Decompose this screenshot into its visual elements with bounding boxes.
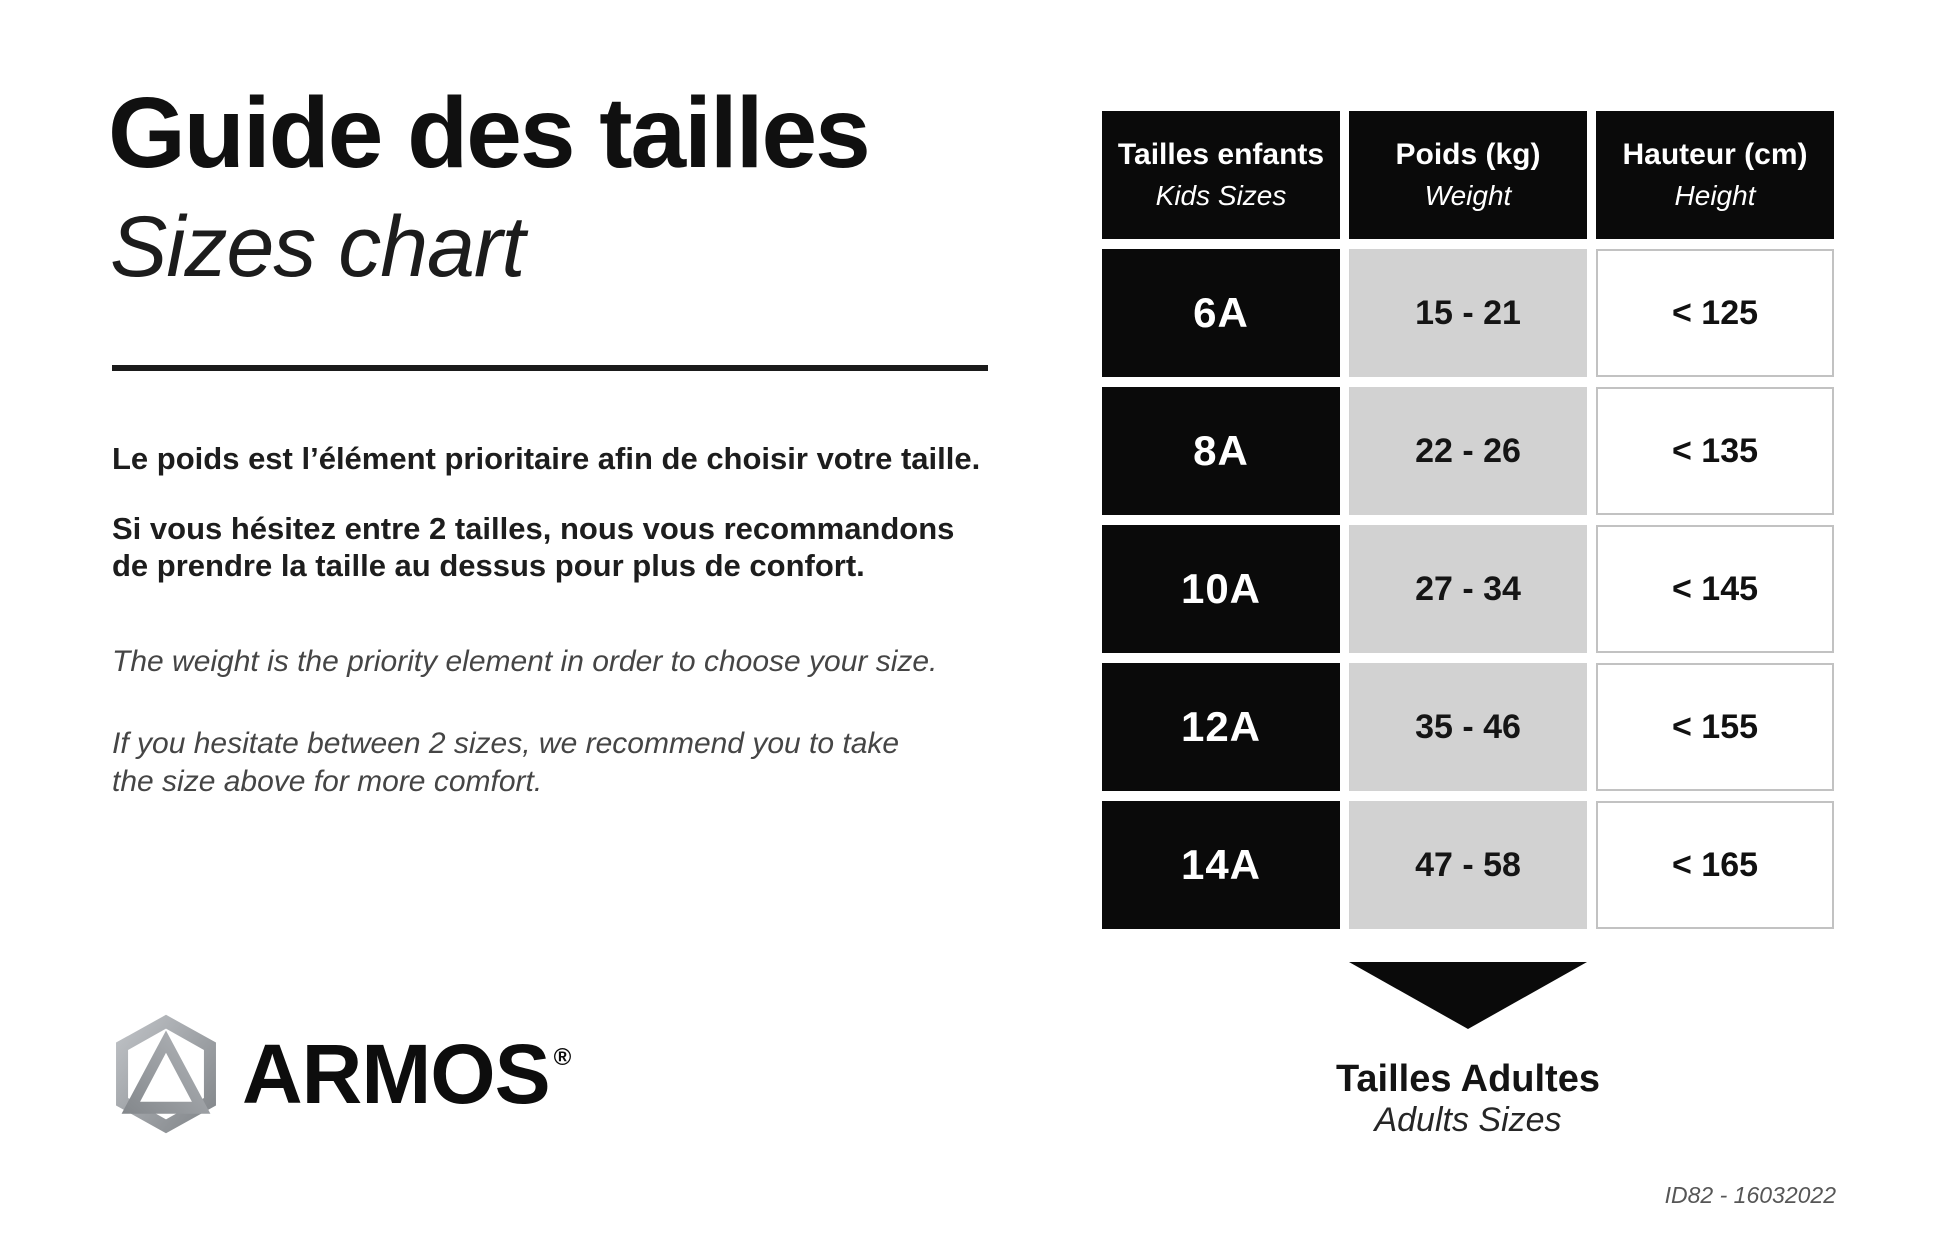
note-en-hesitate: If you hesitate between 2 sizes, we reco… [112, 725, 1012, 801]
height-cell: < 125 [1596, 249, 1834, 377]
note-en-priority: The weight is the priority element in or… [112, 645, 938, 678]
note-en-hesitate-line1: If you hesitate between 2 sizes, we reco… [112, 727, 900, 760]
column-header-fr: Poids (kg) [1395, 138, 1541, 171]
size-cell: 12A [1102, 663, 1340, 791]
note-fr-hesitate-line2: de prendre la taille au dessus pour plus… [112, 548, 865, 583]
adults-label-fr: Tailles Adultes [1336, 1058, 1600, 1100]
note-fr-hesitate-line1: Si vous hésitez entre 2 tailles, nous vo… [112, 511, 955, 546]
height-cell: < 145 [1596, 525, 1834, 653]
brand-logo: ARMOS ® [108, 1012, 572, 1136]
registered-mark: ® [553, 1044, 572, 1071]
note-fr-hesitate: Si vous hésitez entre 2 tailles, nous vo… [112, 510, 1012, 584]
height-cell: < 165 [1596, 801, 1834, 929]
kids-sizes-table: Tailles enfants Kids Sizes Poids (kg) We… [1102, 111, 1834, 929]
note-en-hesitate-line2: the size above for more comfort. [112, 765, 543, 798]
adults-label-en: Adults Sizes [1374, 1100, 1562, 1139]
weight-cell: 47 - 58 [1349, 801, 1587, 929]
height-cell: < 135 [1596, 387, 1834, 515]
size-cell: 8A [1102, 387, 1340, 515]
weight-cell: 15 - 21 [1349, 249, 1587, 377]
page-subtitle: Sizes chart [110, 199, 525, 295]
column-header-en: Kids Sizes [1155, 180, 1287, 211]
column-header-weight: Poids (kg) Weight [1349, 111, 1587, 239]
document-reference: ID82 - 16032022 [1664, 1182, 1836, 1208]
divider-line [112, 365, 988, 371]
size-cell: 6A [1102, 249, 1340, 377]
adults-sizes-label: Tailles Adultes Adults Sizes [1102, 1058, 1834, 1139]
size-cell: 10A [1102, 525, 1340, 653]
page-title: Guide des tailles [108, 77, 871, 189]
column-header-kids-sizes: Tailles enfants Kids Sizes [1102, 111, 1340, 239]
brand-wordmark: ARMOS ® [242, 1032, 572, 1116]
armos-hexagon-triangle-logo-icon [116, 1014, 216, 1134]
column-header-fr: Tailles enfants [1117, 138, 1325, 171]
column-header-fr: Hauteur (cm) [1622, 138, 1808, 171]
size-cell: 14A [1102, 801, 1340, 929]
column-header-height: Hauteur (cm) Height [1596, 111, 1834, 239]
column-header-en: Height [1674, 180, 1756, 211]
note-fr-priority: Le poids est l’élément prioritaire afin … [112, 441, 981, 476]
brand-name-text: ARMOS [242, 1027, 551, 1121]
down-arrow-icon [1349, 962, 1587, 1029]
weight-cell: 22 - 26 [1349, 387, 1587, 515]
weight-cell: 27 - 34 [1349, 525, 1587, 653]
weight-cell: 35 - 46 [1349, 663, 1587, 791]
column-header-en: Weight [1424, 180, 1512, 211]
height-cell: < 155 [1596, 663, 1834, 791]
